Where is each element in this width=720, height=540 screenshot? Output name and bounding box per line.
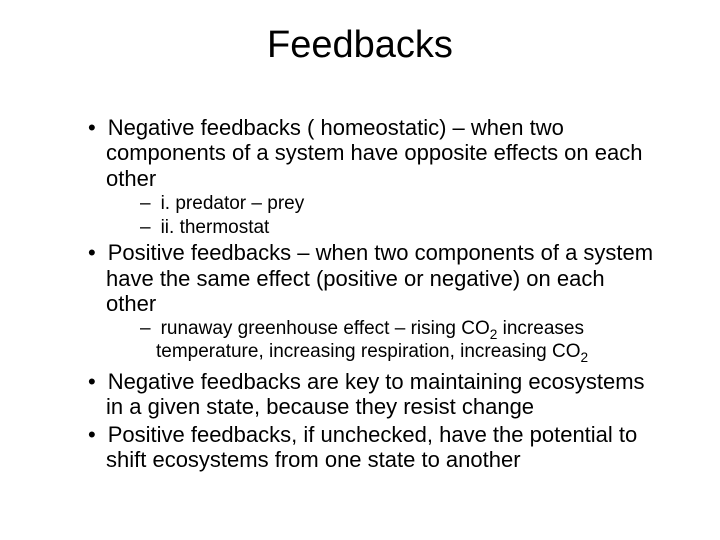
greenhouse-text-a: runaway greenhouse effect – rising CO xyxy=(161,318,490,339)
slide-title: Feedbacks xyxy=(60,24,660,67)
bullet-negative-maintain: Negative feedbacks are key to maintainin… xyxy=(88,369,660,420)
subbullet-predator-prey: i. predator – prey xyxy=(140,193,660,216)
bullet-positive-feedback: Positive feedbacks – when two components… xyxy=(88,240,660,316)
bullet-positive-shift: Positive feedbacks, if unchecked, have t… xyxy=(88,422,660,473)
slide-container: Feedbacks Negative feedbacks ( homeostat… xyxy=(0,0,720,540)
subbullet-thermostat: ii. thermostat xyxy=(140,217,660,240)
subscript-co2-2: 2 xyxy=(581,350,589,365)
bullet-negative-feedback: Negative feedbacks ( homeostatic) – when… xyxy=(88,115,660,191)
subbullet-greenhouse: runaway greenhouse effect – rising CO2 i… xyxy=(140,318,660,364)
